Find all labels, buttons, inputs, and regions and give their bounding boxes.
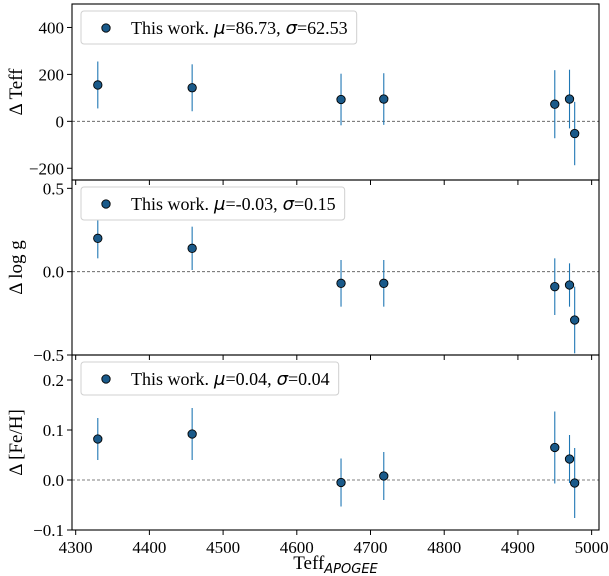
data-point	[564, 94, 575, 104]
legend-label: This work. μ=-0.03, σ=0.15	[131, 194, 336, 215]
panel-frame	[71, 354, 600, 531]
y-tick-label: 0.5	[43, 179, 64, 198]
legend-mu-value: =0.04,	[225, 369, 271, 389]
legend-text: This work.	[131, 194, 209, 214]
legend-marker	[101, 374, 111, 384]
x-axis-title: TeffAPOGEE	[293, 553, 378, 576]
y-tick-label: −0.5	[33, 346, 64, 365]
x-tick-label: 4400	[132, 538, 166, 557]
x-tick-label: 4600	[280, 538, 314, 557]
data-point	[187, 429, 197, 439]
legend: This work. μ=0.04, σ=0.04	[80, 361, 340, 396]
y-axis-title: Δ log g	[6, 240, 27, 295]
x-axis-title-main: Teff	[293, 553, 325, 574]
legend-sigma-value: =0.04	[288, 369, 330, 389]
legend-frame	[80, 186, 346, 221]
y-axis-title: Δ [Fe/H]	[6, 409, 27, 476]
data-point	[187, 243, 197, 253]
legend-sigma-value: =0.15	[294, 194, 336, 214]
data-point	[187, 83, 197, 93]
legend: This work. μ=86.73, σ=62.53	[80, 10, 358, 45]
x-axis-title-subscript: APOGEE	[323, 562, 378, 576]
x-tick-label: 4800	[427, 538, 461, 557]
data-point	[564, 454, 575, 464]
y-tick-label: 0.2	[43, 371, 64, 390]
data-point	[336, 278, 346, 288]
legend-marker	[101, 23, 111, 33]
data-point	[336, 94, 346, 105]
legend-text: This work.	[131, 369, 209, 389]
data-point	[550, 442, 560, 453]
legend-sigma: σ	[277, 369, 289, 390]
y-tick-label: 0	[56, 112, 65, 131]
legend-marker	[101, 199, 111, 209]
legend-mu-value: =86.73,	[225, 18, 280, 38]
panel-2: −0.5 0.0 0.5 Δ log g This work. μ=-0.03, σ=0.1…	[6, 179, 600, 365]
x-tick-label: 5000	[575, 538, 609, 557]
legend-frame	[80, 10, 358, 45]
data-point	[336, 477, 346, 488]
data-point	[93, 80, 103, 90]
x-tick-label: 4700	[354, 538, 388, 557]
data-point	[570, 478, 580, 488]
legend-text: This work.	[131, 18, 209, 38]
legend-sigma-value: =62.53	[297, 18, 348, 38]
legend-label: This work. μ=0.04, σ=0.04	[131, 369, 330, 390]
data-point	[564, 280, 575, 290]
legend: This work. μ=-0.03, σ=0.15	[80, 186, 346, 221]
data-point	[379, 471, 389, 481]
x-tick-label: 4500	[206, 538, 240, 557]
legend-sigma: σ	[286, 18, 298, 39]
legend-mu-value: =-0.03,	[225, 194, 277, 214]
data-point	[570, 315, 580, 325]
y-tick-label: 0.1	[43, 421, 64, 440]
legend-frame	[80, 361, 340, 396]
y-tick-label: 0.0	[43, 263, 64, 282]
y-axis-title: Δ Teff	[6, 68, 27, 116]
x-tick-label: 4900	[501, 538, 535, 557]
data-point	[379, 94, 389, 104]
legend-label: This work. μ=86.73, σ=62.53	[131, 18, 348, 39]
y-tick-label: 400	[39, 18, 65, 37]
legend-sigma: σ	[283, 194, 295, 215]
data-point	[550, 282, 560, 292]
y-tick-label: −0.1	[33, 521, 64, 540]
data-point	[93, 434, 103, 444]
legend-mu: μ	[213, 369, 225, 390]
y-tick-label: −200	[29, 159, 64, 178]
panel-1: −200 0 200 400 Δ Teff This work. μ=86.73, σ=62.…	[6, 3, 600, 185]
data-point	[93, 233, 103, 243]
y-tick-label: 0.0	[43, 471, 64, 490]
data-point	[570, 128, 580, 139]
data-point	[379, 278, 389, 288]
legend-mu: μ	[213, 18, 225, 39]
panel-3: −0.1 0.0 0.1 0.2 4300 4400 4500 4600 4700 4800 490…	[6, 354, 609, 557]
legend-mu: μ	[213, 194, 225, 215]
x-tick-label: 4300	[59, 538, 93, 557]
y-tick-label: 200	[39, 65, 65, 84]
data-point	[550, 99, 560, 109]
